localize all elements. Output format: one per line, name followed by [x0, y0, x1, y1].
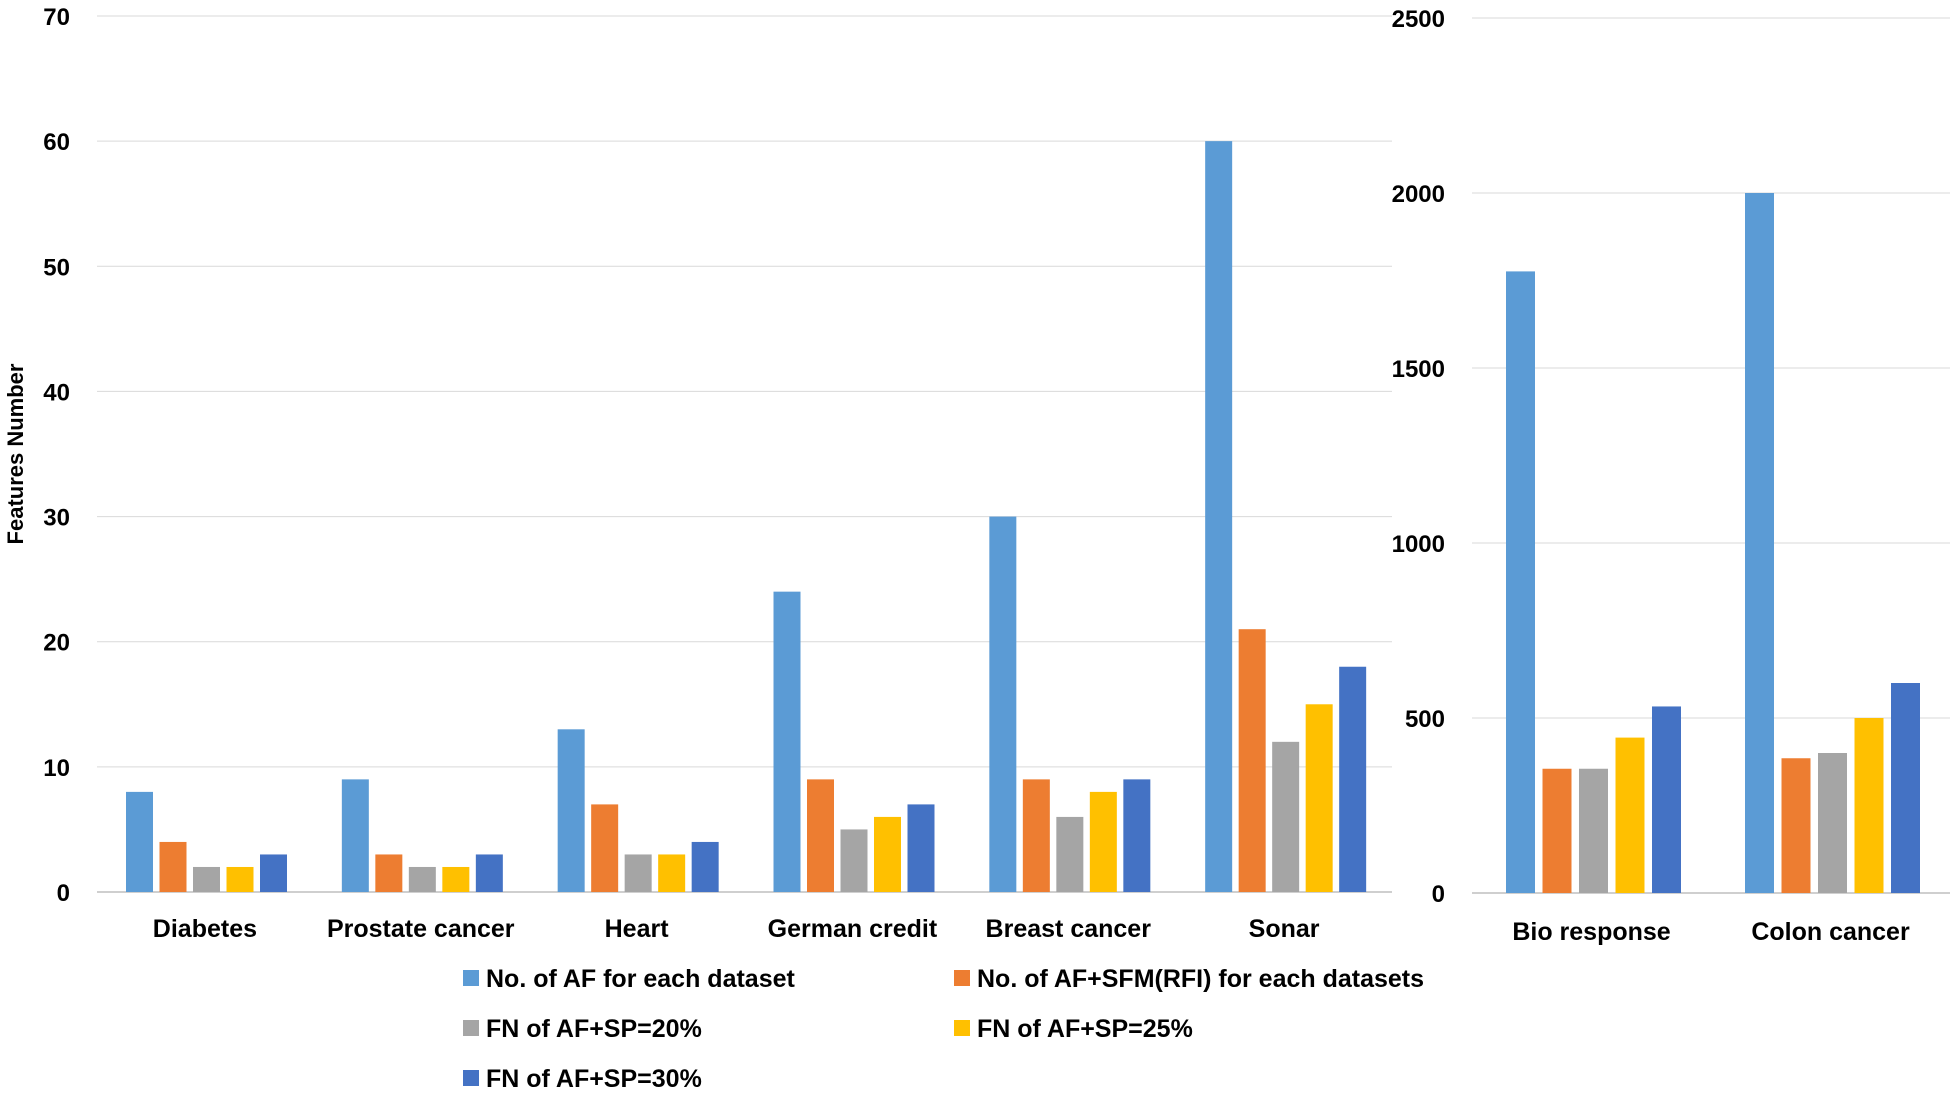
y-tick-label: 50 — [43, 254, 70, 281]
x-category-label: Sonar — [1249, 915, 1320, 943]
x-category-label: Heart — [605, 915, 670, 943]
legend-swatch — [954, 970, 970, 986]
bar — [1615, 737, 1645, 893]
bar — [1818, 753, 1847, 893]
y-tick-label: 1500 — [1392, 356, 1445, 383]
y-tick-label: 30 — [43, 505, 70, 532]
y-tick-label: 500 — [1405, 706, 1445, 733]
bar — [557, 729, 585, 892]
legend-swatch — [463, 970, 479, 986]
y-tick-label: 10 — [43, 755, 70, 782]
bar — [475, 854, 503, 892]
bar — [773, 591, 801, 892]
bar — [408, 866, 436, 892]
bar — [226, 866, 254, 892]
legend-swatch — [954, 1020, 970, 1036]
bar — [193, 866, 220, 892]
bar — [1542, 768, 1572, 893]
bar — [1652, 706, 1681, 893]
y-tick-label: 0 — [57, 880, 70, 907]
x-category-label: Breast cancer — [986, 915, 1152, 943]
y-tick-label: 0 — [1432, 881, 1445, 908]
bar — [260, 854, 287, 892]
bar — [1123, 779, 1151, 892]
bar — [1506, 271, 1535, 893]
y-tick-label: 1000 — [1392, 531, 1445, 558]
x-category-label: Colon cancer — [1751, 918, 1910, 946]
y-axis-title: Features Number — [3, 363, 28, 544]
x-category-label: German credit — [768, 915, 938, 943]
bar — [807, 779, 834, 892]
bar — [691, 841, 719, 892]
bar — [1579, 768, 1608, 893]
legend-swatch — [463, 1020, 479, 1036]
y-tick-label: 60 — [43, 129, 70, 156]
bar — [989, 516, 1017, 892]
bar — [840, 829, 868, 892]
bar — [1089, 791, 1117, 892]
x-category-label: Bio response — [1512, 918, 1670, 946]
legend-label: FN of AF+SP=20% — [486, 1015, 702, 1043]
legend-label: No. of AF+SFM(RFI) for each datasets — [977, 965, 1424, 993]
bar — [1272, 741, 1300, 892]
y-tick-label: 20 — [43, 630, 70, 657]
legend-swatch — [463, 1070, 479, 1086]
bar — [1056, 816, 1084, 892]
bar — [1891, 683, 1920, 893]
legend-label: FN of AF+SP=25% — [977, 1015, 1193, 1043]
bar — [1205, 141, 1233, 893]
bar — [874, 816, 901, 892]
bar — [442, 866, 470, 892]
bar — [341, 779, 369, 892]
bar — [624, 854, 652, 892]
y-tick-label: 2500 — [1392, 6, 1445, 33]
bar — [126, 791, 153, 892]
y-tick-label: 40 — [43, 379, 70, 406]
bar — [159, 841, 187, 892]
bar — [591, 804, 619, 892]
bar — [658, 854, 686, 892]
bar — [1022, 779, 1050, 892]
bar — [375, 854, 403, 892]
bar — [1305, 704, 1333, 892]
bar — [1238, 629, 1266, 892]
legend-label: No. of AF for each dataset — [486, 965, 796, 993]
bar — [1781, 758, 1811, 893]
y-tick-label: 70 — [43, 4, 70, 31]
bar — [1745, 193, 1774, 893]
x-category-label: Diabetes — [153, 915, 257, 943]
x-category-label: Prostate cancer — [327, 915, 515, 943]
bar — [907, 804, 935, 892]
legend-label: FN of AF+SP=30% — [486, 1065, 702, 1093]
y-tick-label: 2000 — [1392, 181, 1445, 208]
bar — [1339, 666, 1367, 892]
bar — [1854, 718, 1884, 893]
